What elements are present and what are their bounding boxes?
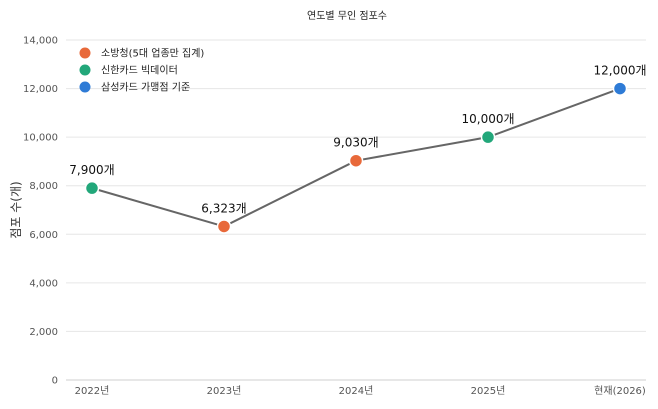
- data-label: 10,000개: [461, 112, 514, 126]
- x-tick-label: 2024년: [339, 385, 374, 397]
- data-points: [84, 81, 628, 234]
- y-tick-label: 14,000: [23, 36, 58, 47]
- x-tick-label: 2022년: [75, 385, 110, 397]
- legend-marker: [79, 47, 91, 59]
- y-axis-label: 점포 수(개): [9, 181, 23, 238]
- legend-label: 신한카드 빅데이터: [101, 65, 178, 77]
- data-label: 6,323개: [201, 201, 246, 215]
- legend-marker: [79, 81, 91, 93]
- y-tick-label: 4,000: [29, 278, 58, 289]
- x-axis-ticks: 2022년 2023년 2024년 2025년 현재(2026): [75, 385, 646, 397]
- x-tick-label: 2025년: [471, 385, 506, 397]
- legend-label: 소방청(5대 업종만 집계): [101, 47, 204, 60]
- y-tick-label: 0: [52, 376, 58, 387]
- y-tick-label: 10,000: [23, 133, 58, 144]
- x-tick-label: 현재(2026): [594, 385, 646, 397]
- data-point: [216, 219, 232, 234]
- grid-layer: [66, 39, 646, 381]
- data-point: [84, 180, 100, 196]
- legend-marker: [79, 64, 91, 76]
- data-point: [348, 153, 364, 168]
- data-labels: 7,900개 6,323개 9,030개 10,000개 12,000개: [69, 64, 646, 216]
- data-label: 9,030개: [333, 136, 378, 150]
- chart-title: 연도별 무인 점포수: [307, 10, 387, 22]
- y-tick-label: 12,000: [23, 84, 58, 95]
- legend-label: 삼성카드 가맹점 기준: [101, 82, 190, 94]
- data-label: 7,900개: [69, 163, 114, 177]
- data-label: 12,000개: [593, 64, 646, 78]
- data-point: [480, 129, 496, 145]
- y-tick-label: 8,000: [29, 181, 58, 192]
- y-axis-ticks: 0 2,000 4,000 6,000 8,000 10,000 12,000 14,000: [23, 36, 58, 387]
- data-point: [612, 81, 628, 96]
- y-tick-label: 2,000: [29, 327, 58, 338]
- y-tick-label: 6,000: [29, 230, 58, 241]
- x-tick-label: 2023년: [207, 385, 242, 397]
